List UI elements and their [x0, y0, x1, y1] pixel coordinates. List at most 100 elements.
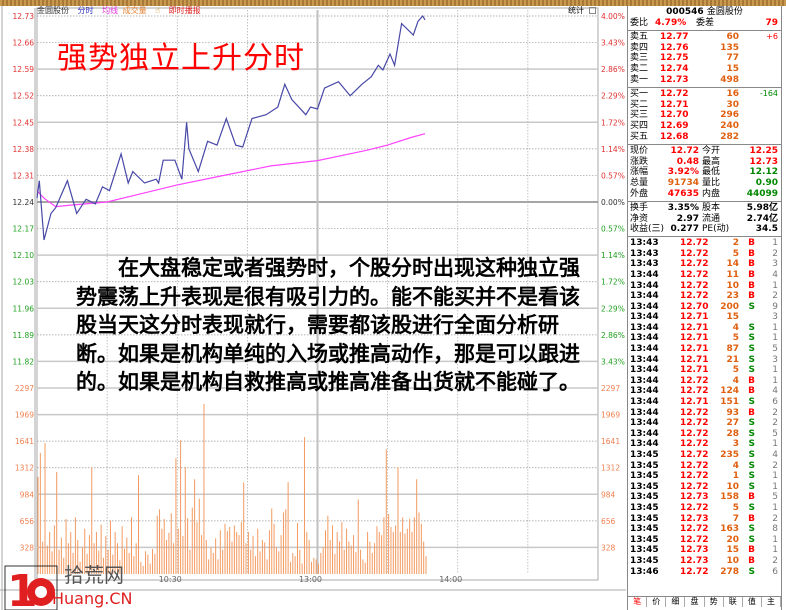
pct-tick-label: 0.00%	[601, 198, 625, 207]
trade-price: 12.72	[680, 375, 709, 386]
level-price: 12.71	[660, 99, 689, 110]
trade-time: 13:45	[630, 492, 659, 503]
trade-volume: 23	[726, 291, 739, 302]
trade-volume: 10	[726, 555, 739, 566]
paragraph-line: 在大盘稳定或者强势时，个股分时出现这种独立强	[76, 255, 580, 280]
trade-time: 13:44	[630, 301, 659, 312]
trade-time: 13:45	[630, 524, 659, 535]
trade-row: 13:45 12.72 163 S 8	[628, 524, 781, 535]
level-label: 买五	[630, 131, 649, 142]
trade-row: 13:44 12.72 10 B 1	[628, 281, 781, 292]
level-volume: 498	[720, 74, 739, 85]
minute-tab[interactable]: 分时	[77, 6, 94, 15]
volume-tick-label: 1969	[15, 411, 34, 420]
trade-volume: 235	[720, 450, 739, 461]
stats-button[interactable]: 统计	[568, 6, 584, 15]
broadcast-button[interactable]: 即时播报	[168, 6, 201, 15]
trade-side: B	[748, 238, 755, 249]
panel-tab[interactable]: 值	[743, 597, 762, 607]
trade-price: 12.72	[680, 291, 709, 302]
volume-tick-label: 984	[20, 490, 35, 499]
trade-time: 13:44	[630, 386, 659, 397]
stat-label: 收益(三)	[630, 224, 665, 235]
pct-tick-label: 3.43%	[601, 357, 625, 366]
panel-tab[interactable]: 细	[666, 597, 686, 607]
trade-count: 1	[772, 545, 778, 556]
trade-volume: 4	[732, 322, 739, 333]
trade-row: 13:44 12.72 4 B 1	[628, 376, 781, 387]
trade-volume: 21	[726, 354, 739, 365]
stat-value: 47635	[667, 188, 699, 199]
stat-value: 3.35%	[667, 202, 699, 213]
panel-tab[interactable]: 联	[724, 597, 743, 607]
level-label: 卖二	[630, 64, 649, 75]
pct-tick-label: 2.86%	[601, 331, 625, 340]
trade-side: S	[748, 365, 755, 376]
trade-count: 1	[772, 280, 778, 291]
trade-time: 13:44	[630, 344, 659, 355]
trade-count: 3	[772, 312, 778, 323]
stat-label: 外盘	[630, 188, 649, 199]
level-volume: 282	[720, 131, 739, 142]
trade-time: 13:45	[630, 481, 659, 492]
panel-tab[interactable]: 势	[705, 597, 724, 607]
trade-row: 13:44 12.71 15 3	[628, 312, 781, 323]
trade-row: 13:45 12.73 158 B 5	[628, 492, 781, 503]
panel-tab[interactable]: 主	[762, 597, 781, 607]
stat-value: 2.74亿	[746, 213, 778, 224]
avg-line-legend[interactable]: 均线	[102, 6, 119, 15]
stat-label: 现价	[630, 145, 649, 156]
price-tick-label: 12.17	[13, 225, 35, 234]
stock-name: 金圆股份	[706, 7, 743, 17]
volume-tick-label: 1641	[601, 437, 620, 446]
trade-price: 12.72	[680, 386, 709, 397]
trade-time: 13:43	[630, 248, 659, 259]
pct-tick-label: 1.72%	[601, 118, 625, 127]
volume-tick-label: 984	[601, 490, 616, 499]
trade-price: 12.72	[680, 248, 709, 259]
stats-row: 总量 91734 量比 0.90	[628, 178, 781, 189]
trade-price: 12.71	[680, 344, 709, 355]
trade-count: 1	[772, 333, 778, 344]
trade-time: 13:44	[630, 439, 659, 450]
svg-text:拾荒网: 拾荒网	[64, 563, 124, 587]
stat-label: 股本	[702, 202, 721, 213]
volume-legend[interactable]: 成交量	[122, 6, 147, 15]
trade-count: 2	[772, 418, 778, 429]
trade-row: 13:45 12.72 5 S 1	[628, 503, 781, 514]
trade-volume: 158	[720, 492, 739, 503]
volume-tick-label: 2297	[601, 384, 620, 393]
stats-row: 现价 12.72 今开 12.25	[628, 146, 781, 157]
trade-volume: 5	[732, 333, 739, 344]
trade-time: 13:44	[630, 333, 659, 344]
volume-tick-label: 656	[601, 517, 616, 526]
stats-row: 涨幅 3.92% 最低 12.12	[628, 167, 781, 178]
trade-price: 12.73	[680, 513, 709, 524]
trade-count: 4	[772, 450, 778, 461]
trade-volume: 124	[720, 386, 739, 397]
level-label: 买三	[630, 110, 649, 121]
volume-tick-label: 1312	[601, 464, 620, 473]
stat-value: 12.12	[749, 167, 778, 178]
panel-tab[interactable]: 盘	[685, 597, 705, 607]
fundamental-row: 净资 2.97 流通 2.74亿	[628, 214, 781, 225]
trade-side: B	[748, 492, 755, 503]
stat-label: 最高	[702, 156, 721, 167]
window-toggle-icon[interactable]	[589, 7, 596, 14]
weicha-value: 79	[765, 18, 778, 28]
price-tick-label: 11.89	[13, 331, 35, 340]
trade-volume: 1	[732, 471, 739, 482]
panel-tab[interactable]: 笔	[628, 597, 648, 607]
panel-tab[interactable]: 价	[647, 597, 667, 607]
level-volume: 60	[726, 31, 739, 42]
trade-side: S	[748, 322, 755, 333]
overlay-title: 强势独立上升分时	[57, 41, 305, 76]
trade-price: 12.72	[680, 471, 709, 482]
trade-side: S	[748, 397, 755, 408]
trade-count: 2	[772, 460, 778, 471]
trade-ticks[interactable]: 13:43 12.72 2 B 1 13:43 12.72 5 B 2 13:43 12.72 14 B 3…	[628, 238, 781, 577]
order-book-row: 卖三 12.75 77	[628, 53, 781, 64]
level-volume: 16	[726, 88, 739, 99]
label: 委差	[696, 18, 715, 28]
price-tick-label: 11.96	[13, 304, 35, 313]
